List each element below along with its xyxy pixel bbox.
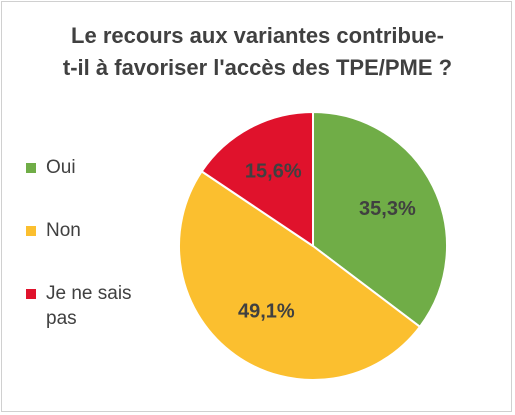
data-label-oui: 35,3% xyxy=(359,198,416,220)
chart-title: Le recours aux variantes contribue- t-il… xyxy=(0,20,515,84)
data-label-je-ne-sais-pas: 15,6% xyxy=(245,161,302,183)
legend-label-oui: Oui xyxy=(46,157,76,178)
legend-swatch-oui xyxy=(26,163,36,173)
legend-label-je-ne-sais-pas: Je ne sais pas xyxy=(46,283,132,329)
legend-item-oui: Oui xyxy=(26,155,156,180)
legend-swatch-non xyxy=(26,226,36,236)
chart-title-line-2: t-il à favoriser l'accès des TPE/PME ? xyxy=(62,55,453,80)
pie-slice-non xyxy=(178,170,421,381)
chart-title-line-1: Le recours aux variantes contribue- xyxy=(71,23,444,48)
pie-slice-oui xyxy=(312,111,448,328)
legend-item-je-ne-sais-pas: Je ne sais pas xyxy=(26,281,146,331)
legend-swatch-je-ne-sais-pas xyxy=(26,289,36,299)
pie-slice-je-ne-sais-pas xyxy=(200,111,314,247)
legend-label-non: Non xyxy=(46,220,81,241)
legend-item-non: Non xyxy=(26,218,156,243)
data-label-non: 49,1% xyxy=(238,300,295,322)
